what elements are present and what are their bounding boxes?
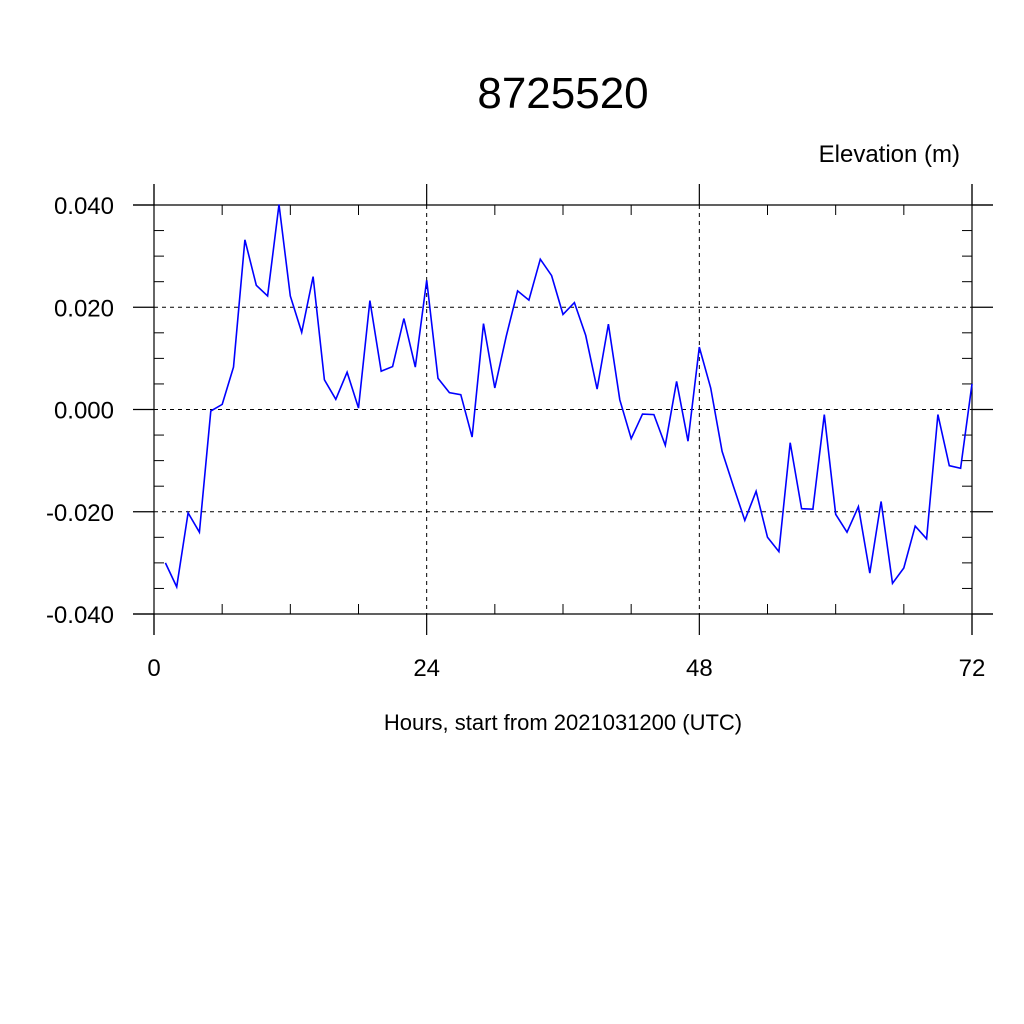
y-tick-labels: -0.040 -0.020 0.000 0.020 0.040	[46, 193, 114, 629]
x-tick-labels: 0 24 48 72	[147, 655, 985, 682]
chart-title: 8725520	[477, 69, 648, 118]
units-label: Elevation (m)	[819, 141, 960, 168]
x-tick-label: 72	[959, 655, 986, 682]
y-tick-label: -0.020	[46, 500, 114, 527]
x-tick-label: 0	[147, 655, 160, 682]
y-tick-label: 0.040	[54, 193, 114, 220]
y-tick-label: -0.040	[46, 602, 114, 629]
series-line	[164, 204, 973, 590]
plot-frame	[133, 184, 993, 635]
x-tick-label: 48	[686, 655, 713, 682]
y-tick-label: 0.020	[54, 295, 114, 322]
x-axis-label: Hours, start from 2021031200 (UTC)	[384, 710, 742, 735]
grid-lines	[153, 204, 973, 615]
x-tick-label: 24	[413, 655, 440, 682]
y-tick-label: 0.000	[54, 398, 114, 425]
